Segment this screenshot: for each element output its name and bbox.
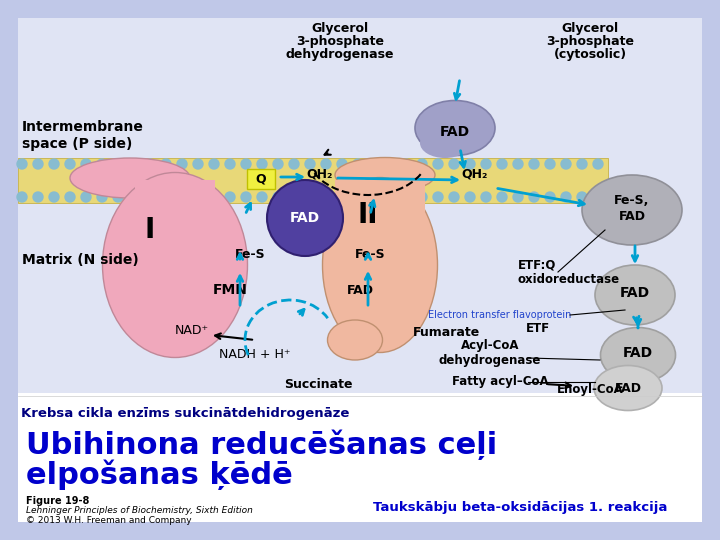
- Circle shape: [593, 192, 603, 202]
- Ellipse shape: [582, 175, 682, 245]
- Circle shape: [481, 159, 491, 169]
- Text: QH₂: QH₂: [307, 167, 333, 180]
- Text: FAD: FAD: [346, 284, 374, 296]
- Circle shape: [241, 192, 251, 202]
- Text: Fatty acyl–CoA: Fatty acyl–CoA: [451, 375, 549, 388]
- Circle shape: [17, 192, 27, 202]
- Text: NAD⁺: NAD⁺: [175, 323, 209, 336]
- Text: NADH + H⁺: NADH + H⁺: [220, 348, 291, 361]
- Text: FAD: FAD: [614, 381, 642, 395]
- Text: FMN: FMN: [212, 283, 248, 297]
- Circle shape: [561, 192, 571, 202]
- Circle shape: [81, 192, 91, 202]
- Circle shape: [577, 192, 587, 202]
- Text: dehydrogenase: dehydrogenase: [286, 48, 395, 61]
- Circle shape: [417, 192, 427, 202]
- Circle shape: [129, 159, 139, 169]
- Text: Enoyl-CoA: Enoyl-CoA: [557, 383, 624, 396]
- Text: Acyl-CoA
dehydrogenase: Acyl-CoA dehydrogenase: [438, 339, 541, 367]
- Text: FAD: FAD: [620, 286, 650, 300]
- Text: 3-phosphate: 3-phosphate: [296, 35, 384, 48]
- Circle shape: [353, 159, 363, 169]
- Text: Ubihinona reducēšanas ceļi: Ubihinona reducēšanas ceļi: [26, 430, 498, 461]
- Ellipse shape: [323, 178, 438, 353]
- Circle shape: [449, 192, 459, 202]
- Text: Krebsa cikla enzīms sukcinātdehidrogenāze: Krebsa cikla enzīms sukcinātdehidrogenāz…: [21, 407, 349, 420]
- Circle shape: [385, 192, 395, 202]
- Circle shape: [369, 159, 379, 169]
- Text: Q: Q: [256, 172, 266, 186]
- FancyBboxPatch shape: [18, 18, 702, 393]
- Text: Intermembrane
space (P side): Intermembrane space (P side): [22, 120, 144, 151]
- Text: Fumarate: Fumarate: [413, 326, 481, 339]
- Circle shape: [577, 159, 587, 169]
- Text: II: II: [358, 201, 378, 229]
- Circle shape: [225, 159, 235, 169]
- Circle shape: [225, 192, 235, 202]
- Circle shape: [401, 192, 411, 202]
- Circle shape: [353, 192, 363, 202]
- Circle shape: [193, 159, 203, 169]
- Circle shape: [513, 192, 523, 202]
- Circle shape: [267, 180, 343, 256]
- Circle shape: [401, 159, 411, 169]
- Circle shape: [545, 159, 555, 169]
- Text: Lehninger Principles of Biochemistry, Sixth Edition: Lehninger Principles of Biochemistry, Si…: [26, 506, 253, 515]
- Circle shape: [209, 192, 219, 202]
- Circle shape: [465, 159, 475, 169]
- Circle shape: [305, 159, 315, 169]
- Text: Fe-S,
FAD: Fe-S, FAD: [614, 193, 649, 222]
- Text: FAD: FAD: [290, 211, 320, 225]
- Ellipse shape: [335, 158, 435, 192]
- Circle shape: [273, 192, 283, 202]
- Circle shape: [145, 192, 155, 202]
- Circle shape: [545, 192, 555, 202]
- Circle shape: [529, 159, 539, 169]
- Circle shape: [321, 159, 331, 169]
- Circle shape: [49, 159, 59, 169]
- Text: Glycerol: Glycerol: [312, 22, 369, 35]
- Text: I: I: [145, 216, 155, 244]
- Ellipse shape: [420, 128, 470, 158]
- Text: Fe-S: Fe-S: [355, 248, 385, 261]
- Text: elpošanas ķēdē: elpošanas ķēdē: [26, 460, 293, 490]
- Circle shape: [305, 192, 315, 202]
- Circle shape: [33, 159, 43, 169]
- Circle shape: [257, 159, 267, 169]
- Text: FAD: FAD: [440, 125, 470, 139]
- Circle shape: [337, 192, 347, 202]
- Circle shape: [593, 159, 603, 169]
- Circle shape: [321, 192, 331, 202]
- Ellipse shape: [594, 366, 662, 410]
- Circle shape: [433, 192, 443, 202]
- Text: Succinate: Succinate: [284, 379, 352, 392]
- Text: © 2013 W.H. Freeman and Company: © 2013 W.H. Freeman and Company: [26, 516, 192, 525]
- Circle shape: [385, 159, 395, 169]
- Ellipse shape: [70, 158, 190, 198]
- FancyBboxPatch shape: [335, 180, 425, 245]
- Circle shape: [273, 159, 283, 169]
- Circle shape: [145, 159, 155, 169]
- Circle shape: [257, 192, 267, 202]
- Circle shape: [481, 192, 491, 202]
- Circle shape: [417, 159, 427, 169]
- Circle shape: [177, 159, 187, 169]
- Circle shape: [113, 159, 123, 169]
- Circle shape: [177, 192, 187, 202]
- FancyBboxPatch shape: [135, 180, 215, 250]
- Text: QH₂: QH₂: [462, 167, 488, 180]
- Text: Glycerol: Glycerol: [562, 22, 618, 35]
- Circle shape: [209, 159, 219, 169]
- FancyBboxPatch shape: [18, 158, 608, 203]
- Text: Taukskābju beta-oksidācijas 1. reakcija: Taukskābju beta-oksidācijas 1. reakcija: [373, 502, 667, 515]
- Circle shape: [81, 159, 91, 169]
- Circle shape: [289, 159, 299, 169]
- Text: (cytosolic): (cytosolic): [554, 48, 626, 61]
- Text: Figure 19-8: Figure 19-8: [26, 496, 89, 506]
- Circle shape: [513, 159, 523, 169]
- FancyBboxPatch shape: [247, 169, 275, 189]
- Circle shape: [497, 192, 507, 202]
- Circle shape: [529, 192, 539, 202]
- Circle shape: [49, 192, 59, 202]
